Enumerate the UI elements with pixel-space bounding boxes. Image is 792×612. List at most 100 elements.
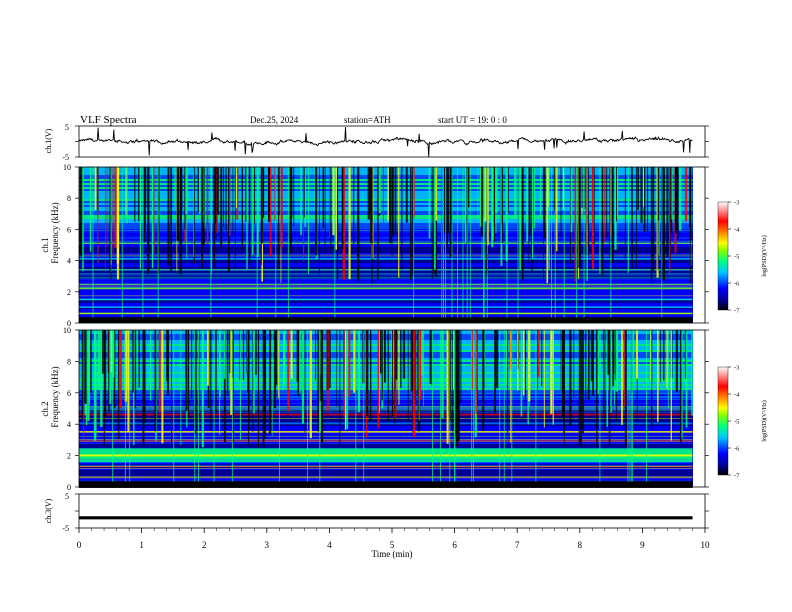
spectrogram-row — [79, 191, 693, 193]
spectrogram-row — [79, 406, 693, 408]
spectrogram-sferic — [464, 167, 468, 244]
spectrogram-sferic — [143, 330, 146, 423]
spectrogram-sferic — [394, 330, 396, 424]
spectrogram-sferic — [546, 167, 549, 284]
spectrogram-sferic-full — [499, 330, 501, 487]
spectrogram-noise-line — [79, 456, 693, 457]
spectrogram-sferic — [309, 330, 312, 439]
spectrogram-sferic-full — [129, 330, 131, 487]
spectrogram-sferic — [280, 167, 283, 248]
spectrogram-sferic — [283, 330, 286, 384]
spectrogram-sferic — [419, 330, 422, 400]
spectrogram-sferic-full — [306, 330, 308, 487]
spectrogram-sferic — [154, 330, 157, 432]
spectrogram-sferic — [346, 330, 349, 430]
spectrogram-sferic — [471, 330, 474, 390]
spectrogram-sferic — [391, 167, 393, 258]
spectrogram-sferic — [193, 167, 196, 264]
spectrogram-sferic — [303, 167, 305, 262]
spectrogram-row — [79, 450, 693, 452]
spectrogram-row — [79, 247, 693, 249]
spectrogram-sferic — [261, 167, 262, 266]
spectrogram-sferic — [650, 167, 653, 283]
spectrogram-sferic — [689, 167, 692, 228]
spectrogram-sferic — [315, 167, 318, 256]
spectrogram-sferic — [112, 167, 114, 256]
spectrogram-sferic — [110, 167, 112, 281]
spectrogram-noise-line — [79, 397, 693, 399]
spectrogram-sferic — [90, 330, 92, 393]
spectrogram-row — [79, 426, 693, 428]
spectrogram-sferic — [691, 330, 693, 416]
spectrogram-sferic — [679, 167, 682, 231]
ch1-spectrogram-frame — [78, 166, 706, 324]
spectrogram-sferic — [97, 330, 100, 390]
spectrogram-sferic — [596, 330, 598, 446]
spectrogram-sferic — [97, 167, 99, 263]
spectrogram-sferic — [652, 167, 655, 271]
spectrogram-row — [79, 197, 693, 199]
spectrogram-sferic-full — [506, 167, 508, 323]
spectrogram-sferic — [662, 167, 665, 281]
spectrogram-sferic — [267, 167, 270, 222]
spectrogram-sferic — [585, 330, 587, 400]
spectrogram-sferic — [395, 330, 398, 380]
spectrogram-sferic — [391, 330, 394, 417]
spectrogram-row — [79, 207, 693, 209]
spectrogram-row — [79, 265, 693, 267]
spectrogram-row — [79, 315, 693, 317]
spectrogram-sferic — [220, 167, 223, 249]
spectrogram-sferic — [233, 330, 234, 444]
spectrogram-sferic — [604, 330, 606, 432]
spectrogram-sferic — [431, 167, 433, 280]
ch1-waveform-panel: 5 -5 ch.1(V) — [44, 123, 706, 162]
ch1-spectrogram-image — [79, 167, 693, 324]
spectrogram-noise-line — [79, 465, 693, 466]
spectrogram-sferic — [612, 330, 615, 374]
spectrogram-sferic — [328, 330, 330, 412]
ch1-waveform-ylabel: ch.1(V) — [44, 128, 53, 153]
figure-title: VLF Spectra — [80, 114, 137, 126]
spectrogram-noise-line — [79, 253, 693, 254]
spectrogram-sferic — [643, 167, 646, 232]
spectrogram-row — [79, 183, 693, 185]
spectrogram-sferic — [226, 330, 229, 395]
spectrogram-sferic — [685, 330, 688, 428]
spectrogram-sferic-full — [194, 330, 196, 487]
spectrogram-noise-line — [79, 411, 693, 413]
spectrogram-sferic — [263, 330, 266, 387]
spectrogram-noise-line — [79, 409, 693, 411]
spectrogram-sferic — [338, 330, 340, 389]
spectrogram-noise-line — [79, 272, 693, 274]
spectrogram-sferic — [609, 167, 611, 259]
spectrogram-sferic — [650, 330, 652, 390]
spectrogram-sferic — [446, 330, 449, 444]
spectrogram-sferic — [475, 330, 477, 414]
spectrogram-sferic — [646, 167, 649, 233]
spectrogram-row — [79, 217, 693, 219]
spectrogram-row — [79, 470, 693, 472]
spectrogram-noise-line — [79, 393, 693, 395]
spectrogram-row — [79, 434, 693, 436]
spectrogram-sferic — [239, 330, 241, 381]
spectrogram-sferic-full — [503, 330, 505, 487]
spectrogram-row — [79, 289, 693, 291]
spectrogram-sferic — [234, 167, 236, 270]
spectrogram-sferic — [586, 167, 588, 282]
spectrogram-band — [79, 440, 693, 443]
spectrogram-sferic — [357, 167, 360, 282]
spectrogram-sferic-full — [554, 167, 556, 323]
spectrogram-noise-line — [79, 423, 693, 425]
spectrogram-sferic — [657, 167, 659, 270]
spectrogram-sferic — [584, 167, 586, 210]
spectrogram-sferic — [269, 167, 272, 257]
ch3-ytick-top: 5 — [65, 492, 69, 501]
spectrogram-sferic — [520, 330, 523, 417]
spectrogram-sferic — [405, 167, 408, 223]
ch2-spectrogram-ylabel-frequency: Frequency (kHz) — [50, 366, 60, 427]
spectrogram-sferic — [246, 330, 248, 374]
ch1-ytick-bottom: -5 — [62, 153, 69, 162]
spectrogram-sferic — [194, 330, 197, 434]
spectrogram-sferic — [109, 167, 111, 272]
spectrogram-band — [79, 454, 693, 457]
